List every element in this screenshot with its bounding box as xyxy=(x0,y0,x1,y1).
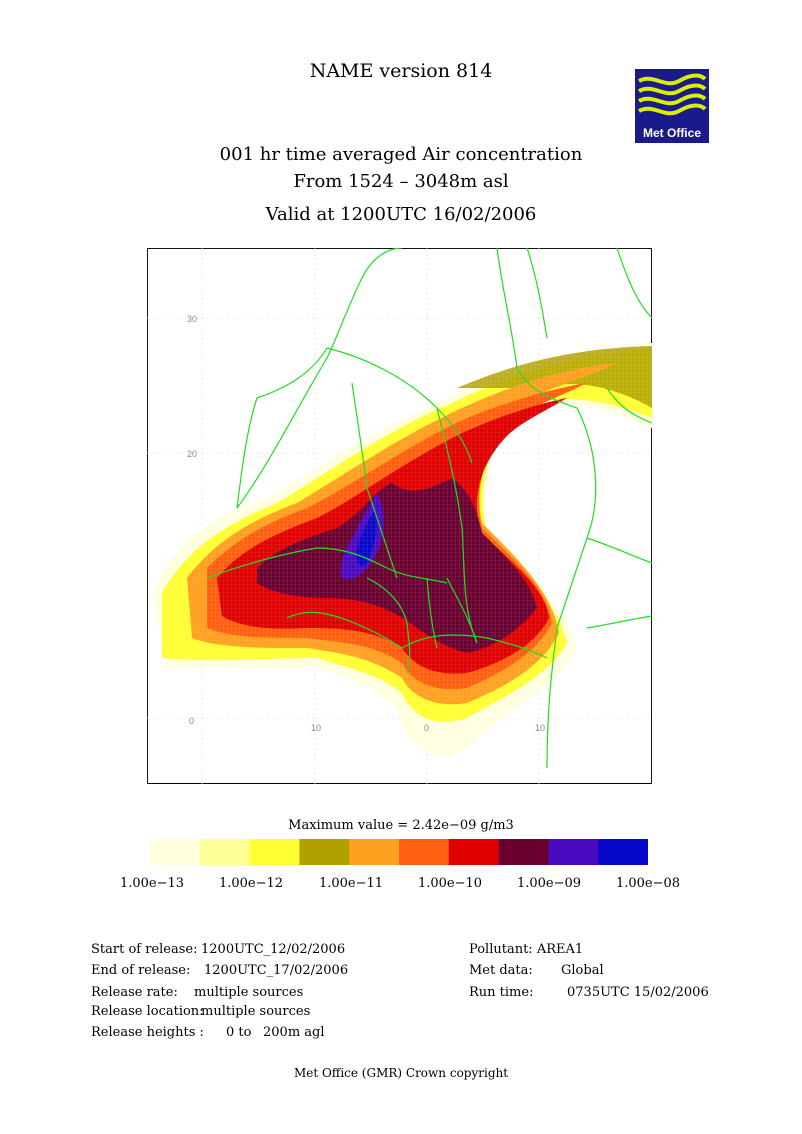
end-release-label: End of release: xyxy=(91,963,191,978)
release-rate-label: Release rate: xyxy=(91,985,178,1000)
run-time-label: Run time: xyxy=(469,985,534,1000)
legend-swatch xyxy=(399,839,450,865)
legend-swatch xyxy=(498,839,549,865)
color-legend xyxy=(150,839,649,865)
legend-swatch xyxy=(448,839,500,865)
met-data-label: Met data: xyxy=(469,963,533,978)
map-canvas: 30 20 0 10 0 10 xyxy=(147,248,652,784)
legend-tick: 1.00e−08 xyxy=(615,876,681,891)
met-office-logo: Met Office xyxy=(635,69,709,143)
release-heights-to: 200m agl xyxy=(263,1025,325,1040)
plot-valid-time: Valid at 1200UTC 16/02/2006 xyxy=(265,204,537,225)
maximum-value: Maximum value = 2.42e−09 g/m3 xyxy=(288,818,514,833)
end-release-value: 1200UTC_17/02/2006 xyxy=(204,963,349,978)
release-location-value: multiple sources xyxy=(201,1004,311,1019)
legend-swatch xyxy=(548,839,599,865)
pollutant: Pollutant: AREA1 xyxy=(469,942,584,957)
page-title: NAME version 814 xyxy=(309,60,493,82)
legend-swatch xyxy=(150,839,201,865)
lon-label-0: 0 xyxy=(424,723,429,733)
legend-tick: 1.00e−12 xyxy=(218,876,284,891)
legend-swatches xyxy=(150,839,649,865)
met-office-logo-icon: Met Office xyxy=(635,69,709,143)
lat-label-30: 30 xyxy=(187,314,197,324)
lon-label-10e: 10 xyxy=(535,723,545,733)
release-heights-from: 0 to xyxy=(226,1025,252,1040)
legend-tick: 1.00e−13 xyxy=(119,876,185,891)
legend-swatch xyxy=(249,839,300,865)
legend-tick: 1.00e−09 xyxy=(516,876,582,891)
legend-swatch xyxy=(299,839,350,865)
legend-swatch xyxy=(598,839,649,865)
met-data-value: Global xyxy=(561,963,604,978)
grid-overlay xyxy=(147,248,652,784)
copyright-footer: Met Office (GMR) Crown copyright xyxy=(293,1066,509,1080)
plot-subtitle-height: From 1524 – 3048m asl xyxy=(293,171,509,192)
release-rate-value: multiple sources xyxy=(194,985,304,1000)
release-heights-label: Release heights : xyxy=(91,1025,204,1040)
lon-label-10w: 10 xyxy=(311,723,321,733)
country-borders xyxy=(206,248,652,769)
legend-tick: 1.00e−11 xyxy=(318,876,384,891)
lat-label-0: 0 xyxy=(189,716,194,726)
run-time-value: 0735UTC 15/02/2006 xyxy=(567,985,709,1000)
logo-text: Met Office xyxy=(643,126,701,140)
start-release-value: 1200UTC_12/02/2006 xyxy=(201,942,346,957)
concentration-map: 30 20 0 10 0 10 xyxy=(147,248,652,784)
legend-swatch xyxy=(349,839,400,865)
plot-subtitle-quantity: 001 hr time averaged Air concentration xyxy=(219,144,583,165)
start-release-label: Start of release: xyxy=(91,942,198,957)
lat-label-20: 20 xyxy=(187,449,197,459)
legend-tick: 1.00e−10 xyxy=(417,876,483,891)
release-location-label: Release location: xyxy=(91,1004,204,1019)
legend-swatch xyxy=(199,839,251,865)
